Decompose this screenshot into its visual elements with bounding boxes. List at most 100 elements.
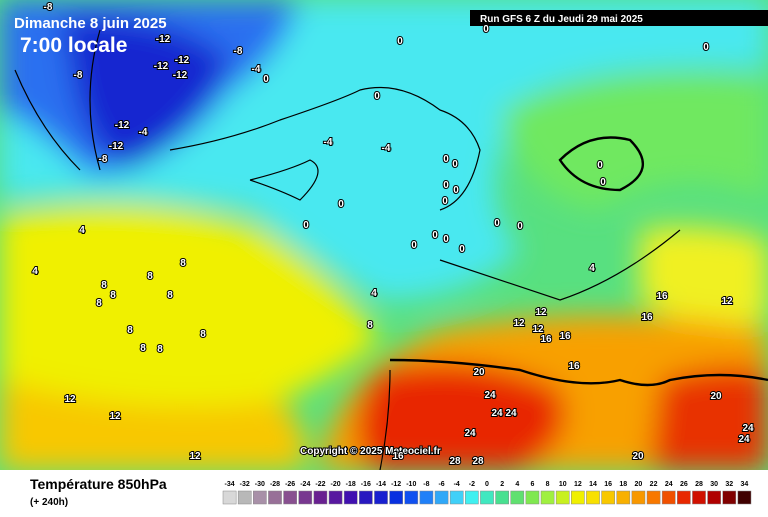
legend-swatch (328, 490, 343, 505)
map-label: 0 (483, 24, 489, 35)
map-label: 16 (656, 291, 668, 302)
map-label: 0 (443, 180, 449, 191)
legend-label: -24 (300, 481, 310, 488)
map-label: 0 (443, 234, 449, 245)
legend-swatch (480, 490, 494, 505)
legend-label: -20 (331, 481, 341, 488)
map-label: 8 (180, 258, 186, 269)
map-label: 0 (443, 154, 449, 165)
legend-swatch (692, 490, 706, 505)
legend-swatch (631, 490, 646, 505)
legend-label: -18 (346, 481, 356, 488)
legend-label: -28 (270, 481, 280, 488)
map-label: 8 (167, 290, 173, 301)
map-label: 16 (392, 451, 404, 462)
map-label: 0 (453, 185, 459, 196)
legend-label: 12 (574, 481, 582, 488)
map-labels: -8-12-8-12-12-8 -12-4-12-4-12-800000-4-40… (31, 1, 755, 468)
map-label: 28 (449, 456, 461, 467)
legend-label: 0 (485, 481, 489, 488)
legend-label: 26 (680, 481, 688, 488)
map-label: -12 (156, 34, 171, 45)
map-label: 16 (540, 334, 552, 345)
map-label: 24 (738, 434, 750, 445)
legend-swatch (571, 490, 585, 505)
legend-label: 16 (604, 481, 612, 488)
map-label: -12 (115, 120, 130, 131)
map-label: 8 (101, 280, 107, 291)
legend-swatch (434, 490, 449, 505)
map-label: 20 (632, 451, 644, 462)
map-label: 0 (600, 177, 606, 188)
map-label: -4 (382, 143, 391, 154)
map-label: 0 (411, 240, 417, 251)
map-label: 4 (32, 266, 38, 277)
map-label: 24 (484, 390, 496, 401)
legend-label: -12 (391, 481, 401, 488)
map-label: 0 (263, 74, 269, 85)
legend-swatch (677, 490, 691, 505)
legend-swatch (495, 490, 509, 505)
legend-label: 22 (650, 481, 658, 488)
map-label: -4 (324, 137, 333, 148)
legend-label: -22 (315, 481, 325, 488)
coastlines (14, 29, 768, 471)
legend-label: -10 (406, 481, 416, 488)
footer-title: Température 850hPa (30, 476, 167, 492)
map-label: 12 (513, 318, 525, 329)
map-label: 0 (374, 91, 380, 102)
legend-label: -30 (255, 481, 265, 488)
map-label: 8 (157, 344, 163, 355)
legend-label: -34 (225, 481, 235, 488)
legend-swatch (359, 490, 373, 505)
legend-swatch (222, 490, 237, 505)
legend-swatch (313, 490, 328, 505)
legend-label: -14 (376, 481, 386, 488)
legend-label: 8 (546, 481, 550, 488)
legend-swatch (646, 490, 661, 505)
legend-label: 24 (665, 481, 673, 488)
legend-swatch (586, 490, 600, 505)
map-label: 24 (505, 408, 517, 419)
legend-swatch (737, 490, 752, 505)
forecast-date: Dimanche 8 juin 2025 (14, 15, 167, 32)
map-label: 12 (109, 411, 121, 422)
legend-swatch (661, 490, 676, 505)
color-legend: -34 -32 -30 -28 -26 -24 -22 -20 -18 -16 -14 -12 -10-… (222, 481, 752, 505)
map-label: 0 (703, 42, 709, 53)
map-label: -8 (99, 154, 108, 165)
footer-lead: (+ 240h) (30, 497, 68, 508)
legend-label: 20 (635, 481, 643, 488)
map-label: 0 (597, 160, 603, 171)
map-label: 16 (568, 361, 580, 372)
map-label: 0 (494, 218, 500, 229)
map-label: 24 (742, 423, 754, 434)
map-label: 8 (200, 329, 206, 340)
map-label: 24 (464, 428, 476, 439)
map-label: -8 (234, 46, 243, 57)
map-label: -12 (154, 61, 169, 72)
map-label: -4 (139, 127, 148, 138)
legend-label: 4 (515, 481, 519, 488)
legend-label: 30 (710, 481, 718, 488)
map-label: -4 (252, 64, 261, 75)
legend-swatch (525, 490, 540, 505)
map-label: 0 (397, 36, 403, 47)
run-banner (470, 10, 768, 26)
map-label: 8 (110, 290, 116, 301)
legend-swatch (283, 490, 297, 505)
map-label: 4 (79, 225, 85, 236)
legend-label: -32 (240, 481, 250, 488)
map-label: -12 (109, 141, 124, 152)
map-label: -8 (74, 70, 83, 81)
map-label: 4 (371, 288, 377, 299)
legend-label: 28 (695, 481, 703, 488)
map-label: 0 (303, 220, 309, 231)
map-label: 12 (532, 324, 544, 335)
map-label: 20 (473, 367, 485, 378)
temperature-field (0, 0, 768, 470)
legend-swatch (707, 490, 721, 505)
map-label: 0 (517, 221, 523, 232)
legend-swatch (343, 490, 358, 505)
